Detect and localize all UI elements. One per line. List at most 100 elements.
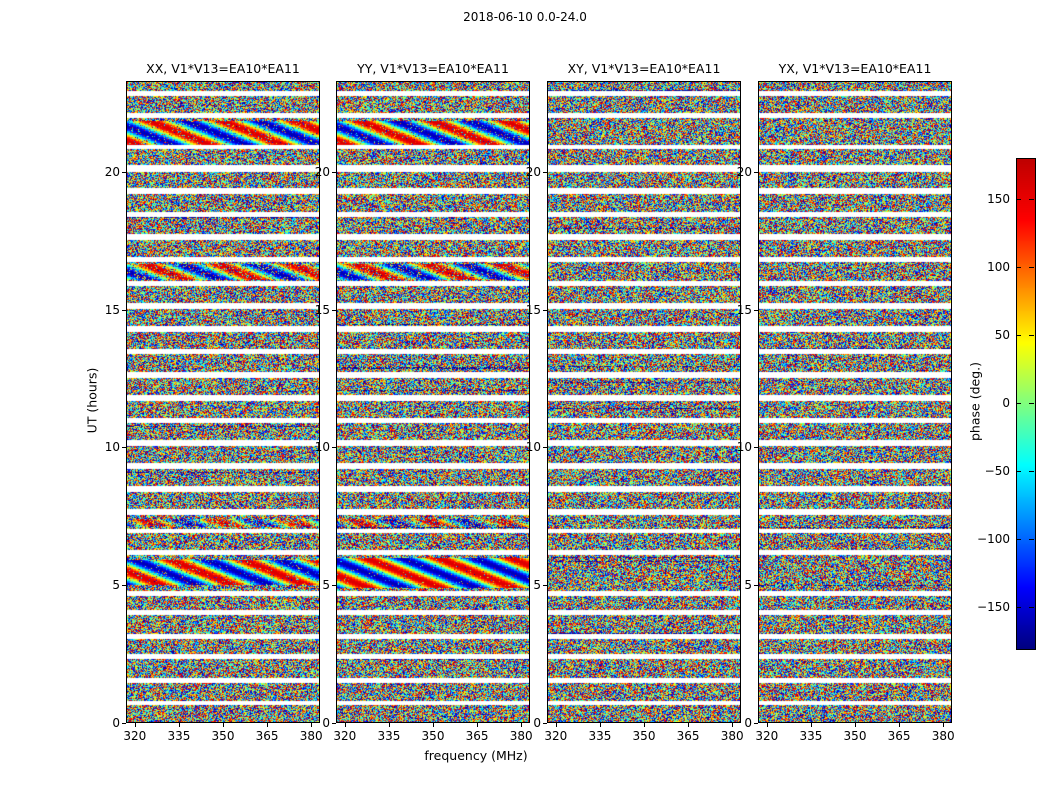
- colorbar-tick-mark: [1029, 198, 1034, 200]
- x-tick-label: 350: [632, 729, 656, 743]
- x-tick-mark: [732, 723, 734, 727]
- y-tick-label: 15: [525, 302, 541, 317]
- x-tick-mark: [688, 723, 690, 727]
- colorbar-tick-label: −100: [977, 532, 1010, 547]
- colorbar-tick-mark: [1016, 471, 1021, 473]
- colorbar-tick-mark: [1029, 403, 1034, 404]
- y-tick-mark: [332, 309, 336, 311]
- y-tick-label: 20: [525, 164, 541, 179]
- panel-title-yx: YX, V1*V13=EA10*EA11: [778, 61, 932, 76]
- waterfall-image: [759, 82, 951, 722]
- x-tick-label: 320: [755, 729, 779, 743]
- x-tick-label: 365: [255, 729, 279, 743]
- colorbar-tick-mark: [1016, 607, 1021, 609]
- colorbar-tick-mark: [1029, 266, 1034, 268]
- panel-title-yy: YY, V1*V13=EA10*EA11: [357, 61, 509, 76]
- axes-frame: [758, 81, 952, 723]
- colorbar-tick-label: −150: [977, 600, 1010, 615]
- y-tick-mark: [122, 723, 126, 724]
- colorbar: −150 −100 −50 0 50 100 150: [977, 158, 1036, 650]
- colorbar-gradient: [1016, 158, 1036, 650]
- colorbar-tick-label: −50: [984, 464, 1010, 479]
- y-tick-label: 5: [322, 578, 330, 593]
- y-tick-label: 0: [744, 716, 752, 730]
- figure-suptitle: 2018-06-10 0.0-24.0: [463, 10, 587, 24]
- panel-yx: YX, V1*V13=EA10*EA11 0 5 10 15 20 320 335 350 365…: [737, 61, 955, 743]
- colorbar-tick-mark: [1016, 539, 1021, 541]
- x-tick-label: 335: [799, 729, 823, 743]
- panel-yy: YY, V1*V13=EA10*EA11 0 5 10 15 20 320 335 350 365…: [315, 61, 533, 743]
- x-tick-mark: [178, 723, 180, 727]
- y-tick-label: 15: [314, 302, 330, 317]
- x-tick-label: 380: [299, 729, 323, 743]
- x-tick-mark: [644, 723, 645, 727]
- y-tick-mark: [122, 447, 126, 449]
- x-tick-mark: [521, 723, 523, 727]
- colorbar-tick-mark: [1029, 334, 1034, 336]
- x-tick-mark: [388, 723, 390, 727]
- x-tick-mark: [134, 723, 136, 727]
- x-tick-label: 320: [123, 729, 147, 743]
- colorbar-tick-mark: [1016, 403, 1021, 404]
- x-tick-label: 335: [167, 729, 191, 743]
- x-tick-mark: [267, 723, 269, 727]
- y-axis-label: UT (hours): [84, 367, 100, 434]
- x-tick-label: 350: [421, 729, 445, 743]
- colorbar-tick-label: 0: [1002, 396, 1010, 410]
- y-tick-label: 10: [314, 440, 330, 455]
- y-tick-mark: [543, 447, 547, 449]
- x-tick-label: 380: [720, 729, 744, 743]
- y-tick-mark: [332, 447, 336, 449]
- y-tick-mark: [122, 171, 126, 173]
- x-tick-label: 335: [377, 729, 401, 743]
- y-tick-mark: [754, 309, 758, 311]
- x-tick-mark: [555, 723, 557, 727]
- x-tick-label: 350: [843, 729, 867, 743]
- y-tick-label: 10: [104, 440, 120, 455]
- waterfall-image: [548, 82, 740, 722]
- x-tick-mark: [477, 723, 479, 727]
- y-tick-label: 20: [104, 164, 120, 179]
- x-tick-label: 335: [588, 729, 612, 743]
- y-tick-mark: [754, 723, 758, 724]
- colorbar-tick-mark: [1016, 334, 1021, 336]
- x-tick-label: 365: [676, 729, 700, 743]
- x-tick-label: 365: [887, 729, 911, 743]
- x-tick-mark: [855, 723, 856, 727]
- colorbar-tick-label: 50: [994, 327, 1010, 342]
- y-tick-label: 0: [533, 716, 541, 730]
- colorbar-tick-mark: [1029, 607, 1034, 609]
- axes-frame: [547, 81, 741, 723]
- x-tick-label: 380: [509, 729, 533, 743]
- x-axis-label: frequency (MHz): [424, 748, 528, 763]
- y-tick-label: 5: [533, 578, 541, 593]
- y-tick-mark: [122, 585, 126, 587]
- y-tick-label: 15: [104, 302, 120, 317]
- x-tick-mark: [433, 723, 434, 727]
- y-tick-mark: [332, 171, 336, 173]
- panel-title-xx: XX, V1*V13=EA10*EA11: [146, 61, 300, 76]
- panel-title-xy: XY, V1*V13=EA10*EA11: [567, 61, 721, 76]
- colorbar-tick-mark: [1029, 471, 1034, 473]
- y-tick-mark: [332, 585, 336, 587]
- y-tick-mark: [543, 723, 547, 724]
- axes-frame: [126, 81, 320, 723]
- y-tick-mark: [754, 171, 758, 173]
- y-tick-mark: [543, 171, 547, 173]
- x-tick-label: 320: [544, 729, 568, 743]
- colorbar-tick-label: 150: [987, 191, 1010, 206]
- x-tick-mark: [943, 723, 945, 727]
- panel-xx: XX, V1*V13=EA10*EA11 0 5 10 15 20 320 335 350 365…: [105, 61, 323, 743]
- y-tick-mark: [754, 447, 758, 449]
- y-tick-label: 0: [112, 716, 120, 730]
- waterfall-image: [127, 82, 319, 722]
- y-tick-label: 10: [736, 440, 752, 455]
- colorbar-tick-mark: [1029, 539, 1034, 541]
- x-tick-label: 320: [333, 729, 357, 743]
- y-tick-mark: [543, 585, 547, 587]
- x-tick-label: 350: [211, 729, 235, 743]
- y-tick-mark: [543, 309, 547, 311]
- panel-xy: XY, V1*V13=EA10*EA11 0 5 10 15 20 320 335 350 365…: [526, 61, 744, 743]
- y-tick-label: 15: [736, 302, 752, 317]
